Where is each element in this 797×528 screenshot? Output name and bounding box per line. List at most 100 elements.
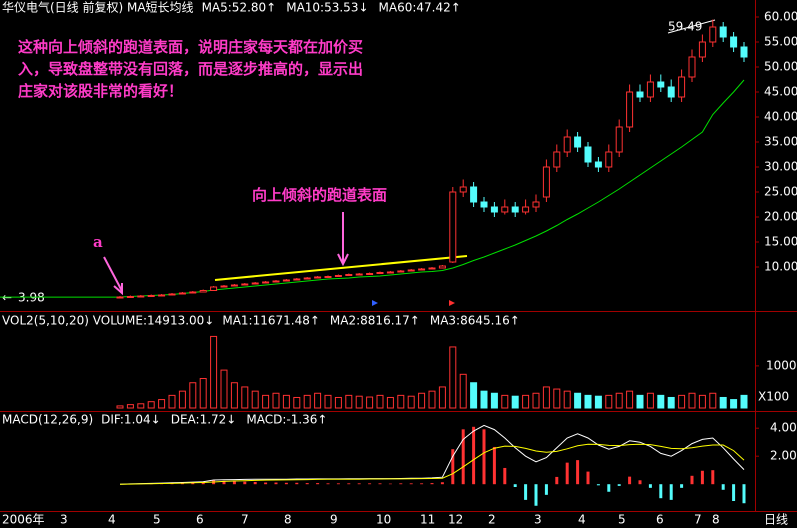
candle-body xyxy=(293,278,301,281)
candle-body xyxy=(449,191,457,263)
y-tick-label: 45.00 xyxy=(764,85,797,99)
candle-body xyxy=(230,284,238,287)
note-line: 入，导致盘整带没有回落，而是逐步推高的，显示出 xyxy=(18,60,363,78)
volume-bar xyxy=(615,392,623,409)
candle-body xyxy=(438,265,446,269)
volume-bar xyxy=(262,394,270,409)
candle-body xyxy=(563,136,571,153)
candle-body xyxy=(553,151,561,168)
candle-body xyxy=(594,161,602,168)
volume-bar xyxy=(709,392,717,409)
y-tick-label: 20.00 xyxy=(764,210,797,224)
x-tick-label: 10 xyxy=(376,513,391,527)
candle-body xyxy=(366,273,374,275)
volume-bar xyxy=(584,394,592,409)
arrow-head xyxy=(337,253,349,267)
leader-line xyxy=(667,19,716,34)
candle-body xyxy=(282,279,290,282)
y-tick-label: 40.00 xyxy=(764,110,797,124)
candle-body xyxy=(459,186,467,193)
x-tick-label: 2 xyxy=(488,513,496,527)
candle-body xyxy=(178,292,186,295)
x-tick-label: 5 xyxy=(618,513,626,527)
x-tick-label: 5 xyxy=(153,513,161,527)
y-tick-label: 4.00 xyxy=(770,421,797,435)
volume-bar xyxy=(418,392,426,409)
candle-body xyxy=(532,201,540,208)
candle-body xyxy=(501,206,509,213)
x-tick-label: 6 xyxy=(656,513,664,527)
macd-line xyxy=(119,443,745,485)
volume-bar xyxy=(366,396,374,409)
volume-bar xyxy=(397,394,405,409)
candle-body xyxy=(116,296,124,299)
candle-body xyxy=(376,272,384,274)
volume-bar xyxy=(168,394,176,409)
y-tick-label: 2.00 xyxy=(770,449,797,463)
candle-body xyxy=(418,268,426,271)
candle-body xyxy=(636,91,644,98)
legend-entry: MA10:53.53↓ xyxy=(286,1,368,15)
volume-bar xyxy=(657,394,665,409)
volume-bar xyxy=(199,378,207,409)
channel-label: 向上倾斜的跑道表面 xyxy=(252,186,387,204)
channel-line xyxy=(214,255,468,281)
candle-body xyxy=(646,81,654,98)
candle-body xyxy=(355,273,363,276)
volume-bar xyxy=(334,396,342,409)
candle-body xyxy=(657,81,665,88)
candle-body xyxy=(688,56,696,78)
volume-bar xyxy=(137,403,145,409)
x-tick-label: 8 xyxy=(712,513,720,527)
x-tick-label: 4 xyxy=(578,513,586,527)
candle-body xyxy=(574,136,582,148)
volume-bar xyxy=(210,335,218,409)
candle-body xyxy=(220,285,228,288)
x-tick-label: 12 xyxy=(448,513,463,527)
candle-body xyxy=(262,281,270,284)
volume-bar xyxy=(189,382,197,409)
x-tick-label: 6 xyxy=(196,513,204,527)
y-tick-label: 55.00 xyxy=(764,35,797,49)
candle-body xyxy=(137,295,145,298)
candle-body xyxy=(584,146,592,163)
unit-label: X100 xyxy=(758,390,789,404)
note-line: 这种向上倾斜的跑道表面，说明庄家每天都在加价买 xyxy=(18,38,363,56)
arrows xyxy=(103,212,349,296)
volume-bar xyxy=(470,382,478,409)
volume-bar xyxy=(241,386,249,409)
candle-body xyxy=(334,275,342,277)
volume-bar xyxy=(324,394,332,409)
panel-title: VOL2(5,10,20) VOLUME:14913.00↓ xyxy=(2,314,214,328)
x-tick-label: 8 xyxy=(284,513,292,527)
volume-bar xyxy=(605,394,613,409)
candle-body xyxy=(542,166,550,198)
candle-body xyxy=(470,186,478,203)
candle-body xyxy=(189,291,197,294)
candle-body xyxy=(678,76,686,98)
volume-bar xyxy=(355,395,363,409)
volume-bar xyxy=(459,373,467,409)
volume-bar xyxy=(553,388,561,409)
volume-bar xyxy=(563,390,571,409)
volume-bar xyxy=(272,392,280,409)
candle-body xyxy=(241,283,249,286)
candle-body xyxy=(522,206,530,213)
y-tick-label: 15.00 xyxy=(764,235,797,249)
volume-bar xyxy=(282,394,290,409)
volume-bar xyxy=(147,401,155,409)
high-label: 59.49 xyxy=(668,20,702,34)
candle-body xyxy=(428,267,436,270)
volume-bar xyxy=(667,396,675,409)
legend-entry: MA5:52.80↑ xyxy=(202,1,277,15)
candle-body xyxy=(667,86,675,98)
volume-bar xyxy=(574,392,582,409)
volume-bar xyxy=(428,390,436,409)
candle-body xyxy=(397,270,405,273)
candle-body xyxy=(511,206,519,213)
y-tick-label: 60.00 xyxy=(764,10,797,24)
candle-body xyxy=(303,277,311,280)
legend-entry: MA2:8816.17↑ xyxy=(330,314,420,328)
x-tick-label: 2006年 xyxy=(2,513,45,527)
